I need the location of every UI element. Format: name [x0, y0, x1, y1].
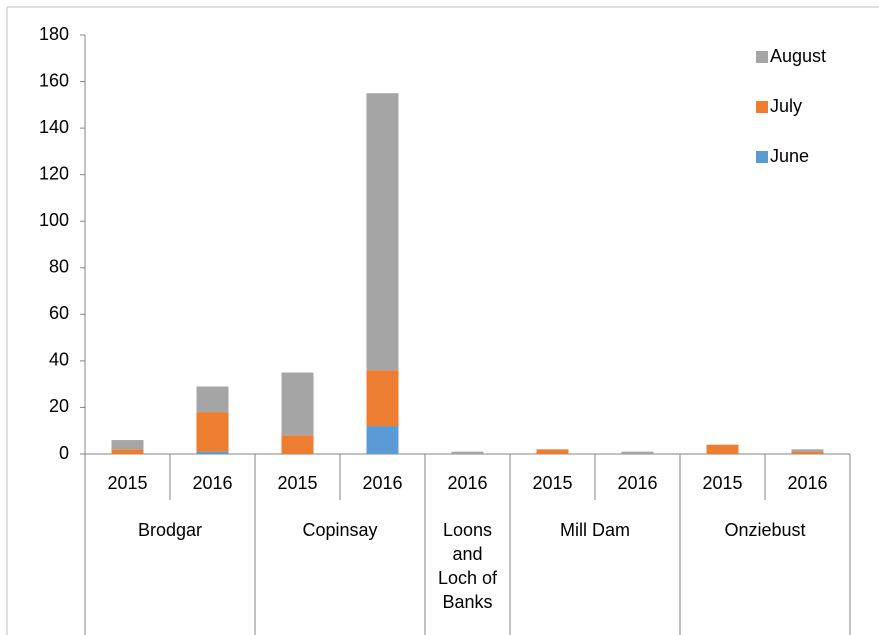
y-tick-label: 80: [49, 257, 69, 277]
y-tick-label: 160: [39, 70, 69, 90]
group-label: Brodgar: [137, 520, 203, 540]
group-label: Loons and Loch of Banks: [437, 520, 498, 612]
bar-segment: [281, 372, 314, 436]
y-tick-label: 120: [39, 163, 69, 183]
legend-label: June: [770, 146, 809, 166]
bar-segment: [366, 370, 399, 427]
group-label: Mill Dam: [560, 520, 630, 540]
x-tick-label: 2016: [192, 473, 232, 493]
x-tick-label: 2015: [532, 473, 572, 493]
y-tick-label: 140: [39, 117, 69, 137]
y-tick-label: 40: [49, 350, 69, 370]
bar-segment: [791, 449, 824, 452]
y-tick-label: 100: [39, 210, 69, 230]
y-tick-label: 180: [39, 24, 69, 44]
bar-segment: [791, 451, 824, 454]
x-tick-label: 2015: [277, 473, 317, 493]
x-tick-label: 2015: [107, 473, 147, 493]
bar-segment: [451, 451, 484, 454]
legend-swatch: [756, 51, 768, 63]
bar-segment: [111, 440, 144, 450]
y-tick-label: 20: [49, 396, 69, 416]
bar-segment: [111, 449, 144, 454]
bar-segment: [196, 451, 229, 454]
bar-segment: [366, 426, 399, 454]
legend-label: July: [770, 96, 802, 116]
group-label: Onziebust: [724, 520, 806, 540]
bar-segment: [536, 449, 569, 454]
bar-segment: [706, 444, 739, 454]
x-tick-label: 2016: [362, 473, 402, 493]
y-tick-label: 60: [49, 303, 69, 323]
x-tick-label: 2016: [447, 473, 487, 493]
bar-segment: [281, 435, 314, 454]
legend-swatch: [756, 101, 768, 113]
y-tick-label: 0: [59, 443, 69, 463]
x-tick-label: 2016: [617, 473, 657, 493]
bar-segment: [196, 386, 229, 413]
x-tick-label: 2016: [787, 473, 827, 493]
legend-label: August: [770, 46, 826, 66]
bar-segment: [196, 412, 229, 452]
bar-segment: [366, 93, 399, 371]
group-label: Copinsay: [302, 520, 378, 540]
bar-segment: [621, 451, 654, 454]
x-tick-label: 2015: [702, 473, 742, 493]
legend-swatch: [756, 151, 768, 163]
